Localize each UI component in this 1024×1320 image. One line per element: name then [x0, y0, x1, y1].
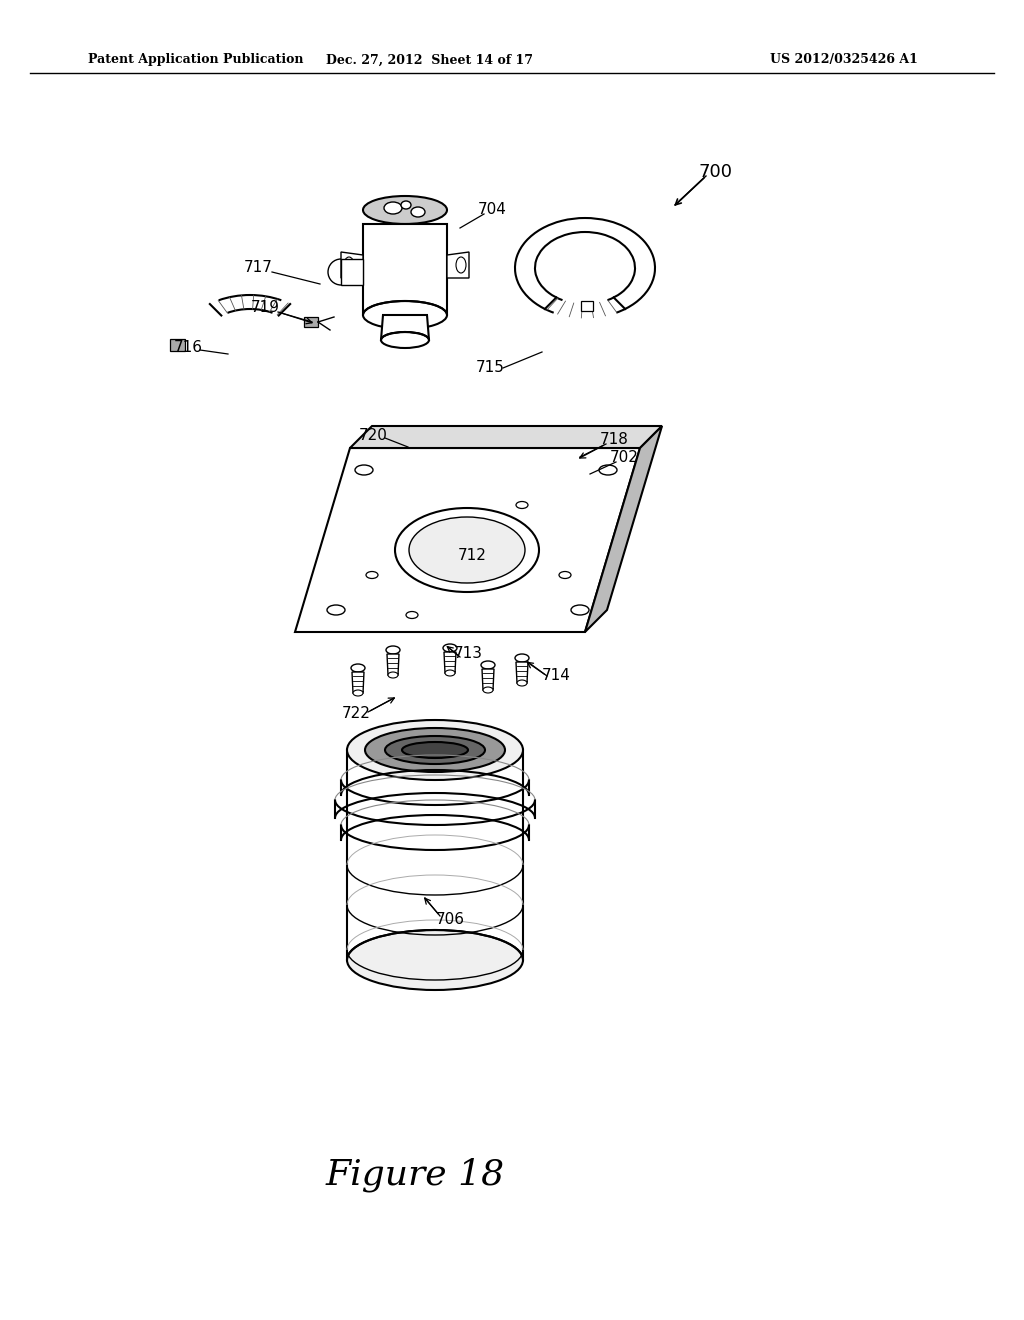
Ellipse shape	[445, 671, 455, 676]
Polygon shape	[341, 252, 362, 279]
Ellipse shape	[386, 645, 400, 653]
Text: 714: 714	[542, 668, 570, 684]
Ellipse shape	[353, 690, 362, 696]
Text: US 2012/0325426 A1: US 2012/0325426 A1	[770, 54, 918, 66]
Polygon shape	[482, 669, 494, 690]
Ellipse shape	[385, 737, 485, 764]
Ellipse shape	[483, 686, 493, 693]
Text: 718: 718	[600, 433, 629, 447]
Text: 702: 702	[609, 450, 638, 466]
Text: 706: 706	[435, 912, 465, 928]
Text: 713: 713	[454, 645, 482, 660]
Ellipse shape	[406, 611, 418, 619]
Ellipse shape	[515, 653, 529, 663]
Ellipse shape	[365, 729, 505, 772]
Polygon shape	[362, 224, 447, 315]
Ellipse shape	[362, 301, 447, 329]
Polygon shape	[170, 339, 185, 351]
Text: 704: 704	[477, 202, 507, 218]
Text: 712: 712	[458, 548, 486, 562]
Ellipse shape	[559, 572, 571, 578]
Polygon shape	[585, 426, 662, 632]
Ellipse shape	[388, 672, 398, 678]
Ellipse shape	[395, 508, 539, 591]
Ellipse shape	[381, 333, 429, 348]
Ellipse shape	[516, 502, 528, 508]
Polygon shape	[387, 653, 399, 675]
Polygon shape	[444, 652, 456, 673]
Ellipse shape	[599, 465, 617, 475]
Text: Patent Application Publication: Patent Application Publication	[88, 54, 303, 66]
Ellipse shape	[362, 195, 447, 224]
Ellipse shape	[366, 572, 378, 578]
Polygon shape	[352, 672, 364, 693]
Ellipse shape	[347, 931, 523, 990]
Ellipse shape	[344, 257, 354, 273]
Text: 715: 715	[475, 360, 505, 375]
Polygon shape	[350, 426, 662, 447]
Ellipse shape	[347, 719, 523, 780]
Text: 720: 720	[358, 428, 387, 442]
Text: 700: 700	[698, 162, 732, 181]
Polygon shape	[447, 252, 469, 279]
Polygon shape	[341, 259, 362, 285]
Text: 716: 716	[173, 341, 203, 355]
Ellipse shape	[355, 465, 373, 475]
Polygon shape	[295, 447, 640, 632]
Ellipse shape	[409, 517, 525, 583]
Polygon shape	[304, 317, 318, 327]
Ellipse shape	[443, 644, 457, 652]
Ellipse shape	[517, 680, 527, 686]
Ellipse shape	[571, 605, 589, 615]
Text: 722: 722	[342, 706, 371, 722]
Ellipse shape	[456, 257, 466, 273]
Polygon shape	[581, 301, 593, 312]
Ellipse shape	[327, 605, 345, 615]
Polygon shape	[516, 663, 528, 682]
Ellipse shape	[411, 207, 425, 216]
Polygon shape	[381, 315, 429, 341]
Ellipse shape	[481, 661, 495, 669]
Ellipse shape	[384, 202, 402, 214]
Text: Figure 18: Figure 18	[326, 1158, 505, 1192]
Text: Dec. 27, 2012  Sheet 14 of 17: Dec. 27, 2012 Sheet 14 of 17	[327, 54, 534, 66]
Ellipse shape	[402, 742, 468, 758]
Text: 719: 719	[251, 301, 280, 315]
Ellipse shape	[351, 664, 365, 672]
Ellipse shape	[401, 201, 411, 209]
Text: 717: 717	[244, 260, 272, 276]
